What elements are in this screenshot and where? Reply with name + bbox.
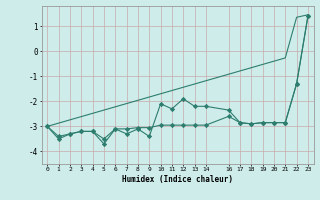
X-axis label: Humidex (Indice chaleur): Humidex (Indice chaleur) bbox=[122, 175, 233, 184]
